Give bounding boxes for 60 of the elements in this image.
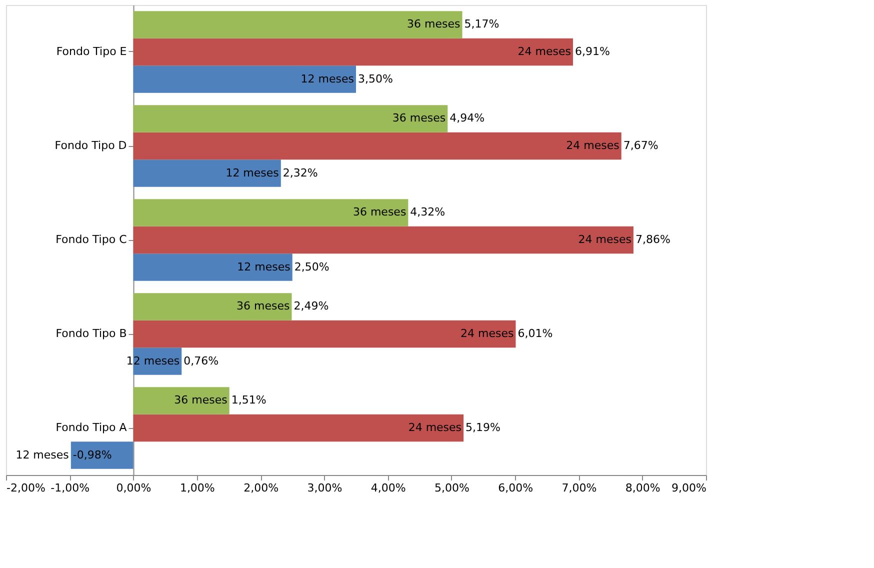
data-label: 1,51% xyxy=(231,394,266,407)
data-label: 4,32% xyxy=(410,206,446,219)
bar xyxy=(133,132,622,160)
x-tick-label: 2,00% xyxy=(244,482,279,494)
text: 36 meses xyxy=(352,206,406,219)
x-tick-label: -1,00% xyxy=(50,482,90,494)
text: 24 meses xyxy=(578,233,632,246)
data-label: 2,50% xyxy=(294,260,330,274)
data-label: 7,86% xyxy=(635,233,670,246)
y-tick-label: Fondo Tipo C xyxy=(56,233,128,246)
data-label: 5,19% xyxy=(466,421,500,434)
data-label: 4,94% xyxy=(450,112,485,125)
text: 24 meses xyxy=(408,421,462,434)
data-label: 6,01% xyxy=(518,327,553,340)
text: 36 meses xyxy=(236,300,290,313)
text: 36 meses xyxy=(392,112,446,125)
data-label: 2,49% xyxy=(294,300,329,313)
text: 24 meses xyxy=(460,327,514,340)
data-label: -0,98% xyxy=(72,448,112,462)
y-tick-label: Fondo Tipo A xyxy=(56,421,128,434)
text: 24 meses xyxy=(566,139,620,152)
bar xyxy=(133,105,448,132)
y-tick-label: Fondo Tipo E xyxy=(56,45,127,58)
y-tick-label: Fondo Tipo B xyxy=(56,327,127,340)
bar xyxy=(133,38,573,66)
bar xyxy=(133,199,408,226)
x-tick-label: 8,00% xyxy=(625,482,660,494)
bar xyxy=(133,66,356,93)
text: 12 meses xyxy=(226,166,279,180)
bar xyxy=(133,226,634,254)
text: 36 meses xyxy=(174,394,228,407)
bar xyxy=(133,320,516,348)
y-tick-label: Fondo Tipo D xyxy=(54,139,127,152)
x-tick-label: 7,00% xyxy=(562,482,597,494)
data-label: 2,32% xyxy=(282,166,318,180)
bar xyxy=(70,442,134,469)
bar xyxy=(133,160,281,187)
x-tick-label: 1,00% xyxy=(180,482,215,494)
bar xyxy=(133,11,462,38)
data-label: 0,76% xyxy=(184,354,219,368)
series-label: 12 meses xyxy=(300,72,354,86)
bar xyxy=(133,414,464,442)
x-tick-label: 3,00% xyxy=(307,482,342,494)
data-label: 5,17% xyxy=(464,18,500,31)
x-tick-label: 0,00% xyxy=(116,482,152,494)
data-label: 6,91% xyxy=(575,45,610,58)
text: 12 meses xyxy=(16,448,69,462)
bar xyxy=(133,293,292,320)
x-tick-label: -2,00% xyxy=(6,482,46,494)
x-tick-label: 5,00% xyxy=(434,482,470,494)
series-label: 24 meses xyxy=(518,45,572,58)
bar xyxy=(133,254,292,281)
text: 12 meses xyxy=(237,260,290,274)
x-tick-label: 9,00% xyxy=(672,482,706,494)
series-label: 36 meses xyxy=(407,18,461,31)
data-label: 3,50% xyxy=(358,72,393,86)
x-tick-label: 4,00% xyxy=(370,482,406,494)
data-label: 7,67% xyxy=(623,139,658,152)
x-tick-label: 6,00% xyxy=(498,482,534,494)
bar xyxy=(133,387,230,414)
